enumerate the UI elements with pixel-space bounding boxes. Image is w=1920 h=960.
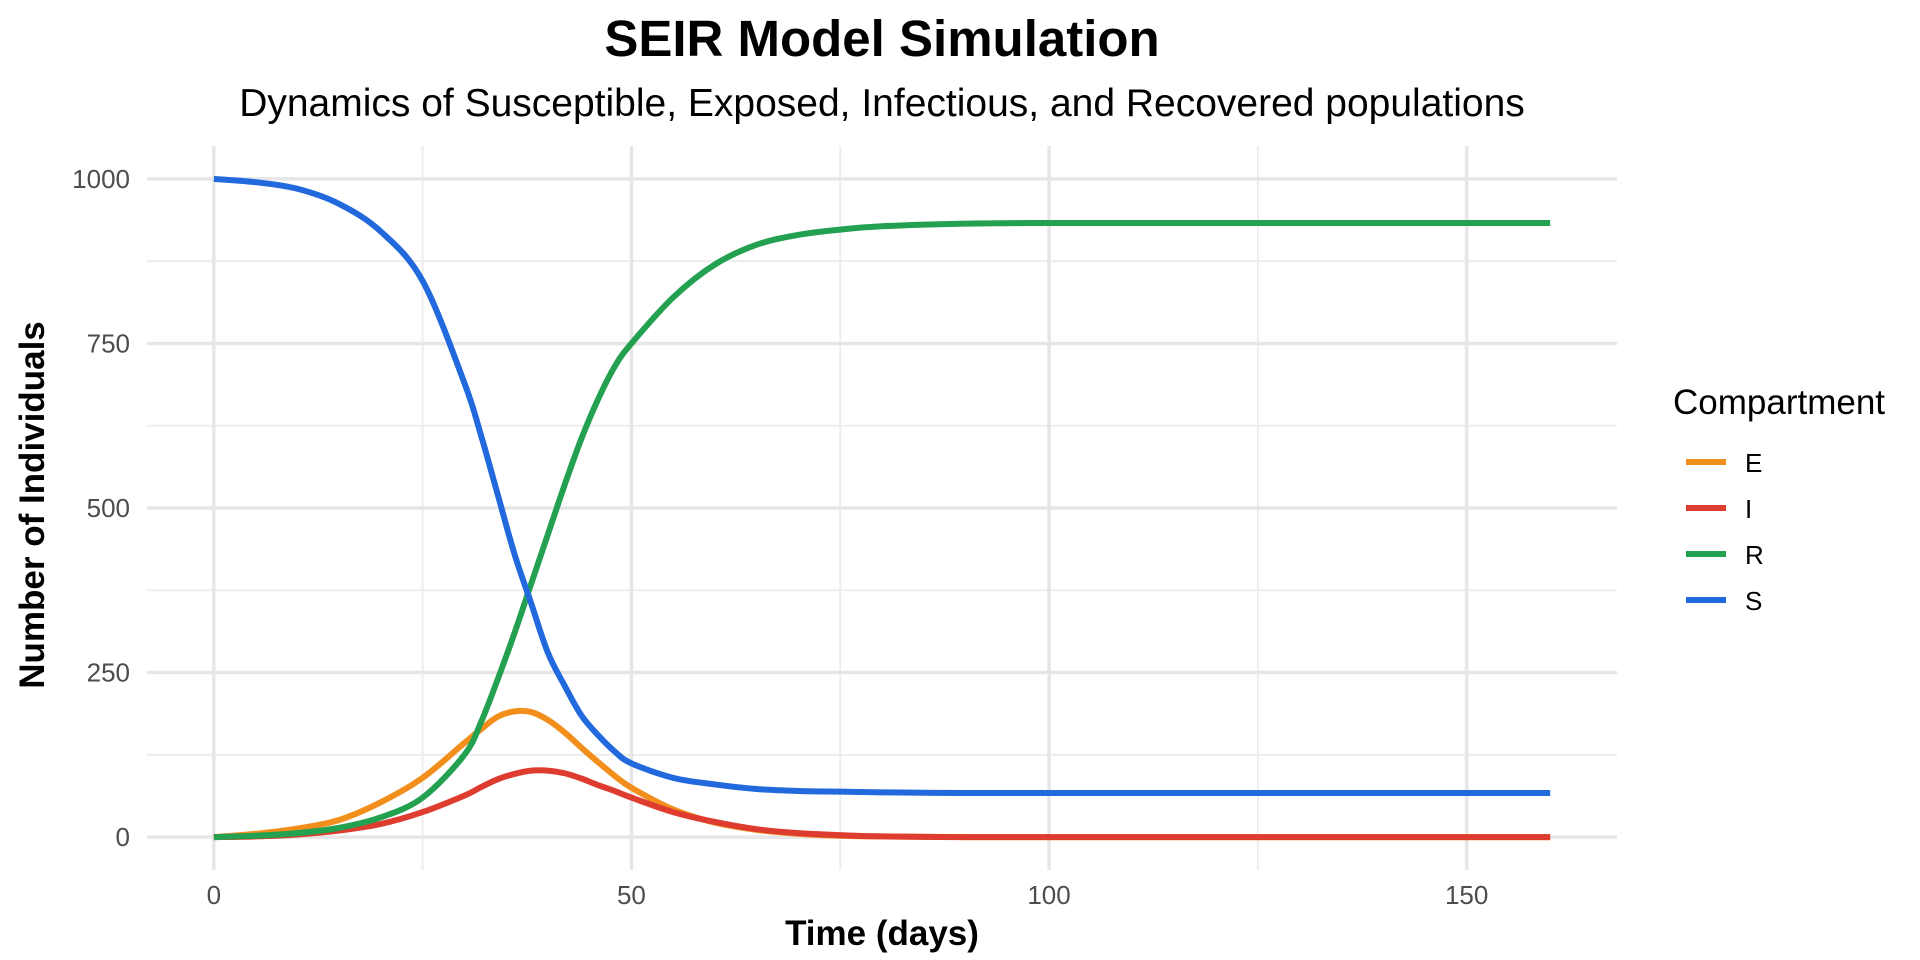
y-tick-label: 250: [87, 658, 130, 688]
chart-subtitle: Dynamics of Susceptible, Exposed, Infect…: [239, 82, 1525, 125]
x-tick-label: 100: [1027, 880, 1070, 910]
series-line-i: [213, 767, 1551, 841]
legend-title: Compartment: [1673, 383, 1885, 422]
axis-ticks: 0 50 100 150 0 250 500 750 1000: [72, 164, 1488, 910]
data-series: [213, 175, 1551, 841]
series-line-r: [213, 219, 1551, 841]
legend-label-i: I: [1745, 494, 1752, 524]
y-tick-label: 1000: [72, 164, 130, 194]
y-tick-label: 750: [87, 328, 130, 358]
legend-label-r: R: [1745, 540, 1764, 570]
series-line-e: [213, 707, 1551, 841]
legend-label-s: S: [1745, 586, 1762, 616]
y-axis-title: Number of Individuals: [13, 321, 52, 689]
plot-gridlines: [147, 146, 1617, 870]
y-tick-label: 0: [116, 822, 130, 852]
series-line-s: [213, 175, 1551, 797]
x-tick-label: 0: [207, 880, 221, 910]
legend-label-e: E: [1745, 448, 1762, 478]
x-axis-title: Time (days): [785, 914, 979, 953]
chart-title: SEIR Model Simulation: [604, 10, 1159, 67]
x-tick-label: 50: [617, 880, 646, 910]
x-tick-label: 150: [1445, 880, 1488, 910]
y-tick-label: 500: [87, 493, 130, 523]
